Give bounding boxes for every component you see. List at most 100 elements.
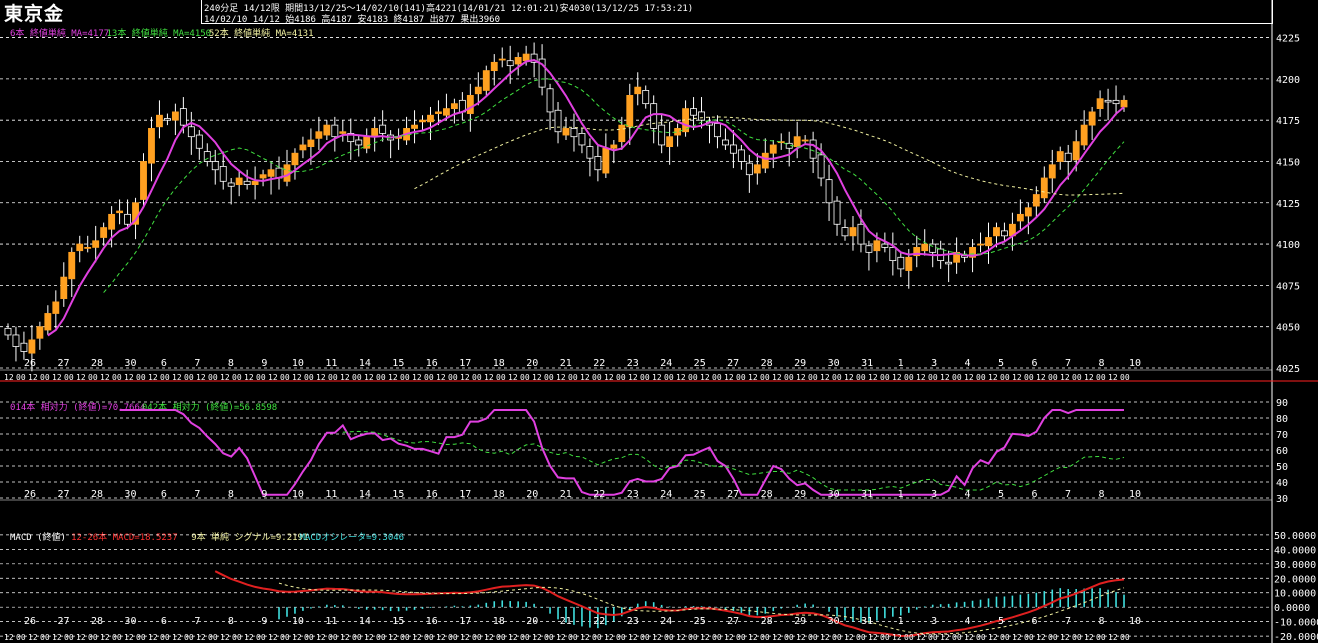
candle-body: [889, 246, 897, 262]
hour-tick-label: 12: [388, 373, 398, 382]
candle-body: [1040, 177, 1048, 199]
rsi-day-label: 10: [1129, 489, 1141, 500]
hour-tick-label: 12: [916, 373, 926, 382]
hour-tick-label: 12: [604, 373, 614, 382]
rsi-day-label: 18: [493, 489, 505, 500]
macd-hour-tick-label: 00: [736, 633, 746, 642]
candle-body: [379, 124, 387, 134]
hour-tick-label: 12: [1012, 373, 1022, 382]
rsi-day-label: 25: [694, 489, 706, 500]
rsi-tick-label: 70: [1276, 430, 1288, 441]
hour-tick-label: 12: [700, 373, 710, 382]
price-tick-label: 4200: [1276, 75, 1300, 86]
candle-body: [825, 179, 833, 204]
rsi-tick-label: 50: [1276, 462, 1288, 473]
price-tick-label: 4225: [1276, 34, 1300, 45]
candle-body: [538, 58, 546, 88]
ma13-line: [103, 78, 1125, 293]
candle-body: [833, 200, 841, 225]
macd-hour-tick-label: 12: [1108, 633, 1118, 642]
macd-hour-tick-label: 00: [520, 633, 530, 642]
macd-hour-tick-label: 12: [604, 633, 614, 642]
candle-body: [921, 243, 929, 252]
rsi-day-label: 14: [359, 489, 371, 500]
candle-body: [68, 251, 76, 280]
candle-body: [698, 111, 705, 121]
candle-body: [658, 124, 666, 146]
rsi-day-label: 28: [761, 489, 773, 500]
candle-body: [602, 147, 610, 174]
candle-body: [801, 139, 809, 142]
hour-tick-label: 00: [736, 373, 746, 382]
candle-body: [729, 144, 737, 154]
candle-body: [897, 256, 905, 270]
hour-tick-label: 00: [712, 373, 722, 382]
candle-body: [1120, 99, 1128, 108]
candle-body: [809, 139, 817, 159]
price-day-label: 10: [292, 358, 304, 369]
candle-body: [1112, 99, 1120, 105]
price-tick-label: 4075: [1276, 281, 1300, 292]
candle-body: [554, 109, 562, 133]
hour-tick-label: 00: [232, 373, 242, 382]
candle-body: [411, 124, 418, 129]
hour-tick-label: 12: [412, 373, 422, 382]
hour-tick-label: 00: [1120, 373, 1130, 382]
candle-body: [363, 136, 371, 149]
price-day-label: 6: [161, 358, 167, 369]
rsi-day-label: 7: [194, 489, 200, 500]
macd-day-label: 29: [794, 616, 806, 627]
macd-hour-tick-label: 00: [232, 633, 242, 642]
macd-hour-tick-label: 12: [100, 633, 110, 642]
macd-hour-tick-label: 00: [760, 633, 770, 642]
ma6-line: [47, 59, 1125, 337]
hour-tick-label: 12: [820, 373, 830, 382]
macd-day-label: 30: [828, 616, 840, 627]
candle-body: [586, 146, 594, 159]
candle-body: [777, 141, 785, 144]
candle-body: [514, 56, 522, 65]
macd-hour-tick-label: 12: [460, 633, 470, 642]
macd-day-label: 28: [91, 616, 103, 627]
macd-hour-tick-label: 00: [472, 633, 482, 642]
candle-body: [570, 128, 578, 138]
price-day-label: 24: [660, 358, 672, 369]
candle-body: [1080, 124, 1088, 146]
price-day-label: 5: [998, 358, 1004, 369]
hour-tick-label: 12: [1084, 373, 1094, 382]
hour-tick-label: 00: [472, 373, 482, 382]
candle-body: [1096, 98, 1104, 110]
macd-day-label: 6: [161, 616, 167, 627]
hour-tick-label: 00: [592, 373, 602, 382]
legend-item: 014本 相対力 (終値)=70.7664: [10, 403, 146, 413]
macd-tick-label: 50.0000: [1274, 531, 1316, 542]
price-tick-label: 4175: [1276, 116, 1300, 127]
candle-body: [737, 149, 745, 162]
macd-hour-tick-label: 00: [496, 633, 506, 642]
macd-hour-tick-label: 00: [928, 633, 938, 642]
candle-body: [466, 94, 474, 114]
hour-tick-label: 12: [484, 373, 494, 382]
hour-tick-label: 12: [124, 373, 134, 382]
macd-hour-tick-label: 00: [1048, 633, 1058, 642]
hour-tick-label: 12: [1108, 373, 1118, 382]
candle-body: [793, 136, 801, 148]
macd-hour-tick-label: 00: [640, 633, 650, 642]
legend-item: 12-26本 MACD=18.5237: [71, 533, 178, 543]
hour-tick-label: 12: [532, 373, 542, 382]
price-day-label: 9: [261, 358, 267, 369]
macd-day-label: 21: [560, 616, 572, 627]
legend-item: 9本 単純 シグナル=9.2191: [191, 533, 309, 543]
candle-body: [530, 53, 538, 63]
hour-tick-label: 12: [796, 373, 806, 382]
price-day-label: 16: [426, 358, 438, 369]
hour-tick-label: 00: [1024, 373, 1034, 382]
macd-hour-tick-label: 00: [112, 633, 122, 642]
macd-hour-tick-label: 00: [712, 633, 722, 642]
macd-hour-tick-label: 12: [580, 633, 590, 642]
macd-hour-tick-label: 00: [832, 633, 842, 642]
macd-hour-tick-label: 12: [316, 633, 326, 642]
candle-body: [347, 132, 355, 143]
hour-tick-label: 00: [688, 373, 698, 382]
